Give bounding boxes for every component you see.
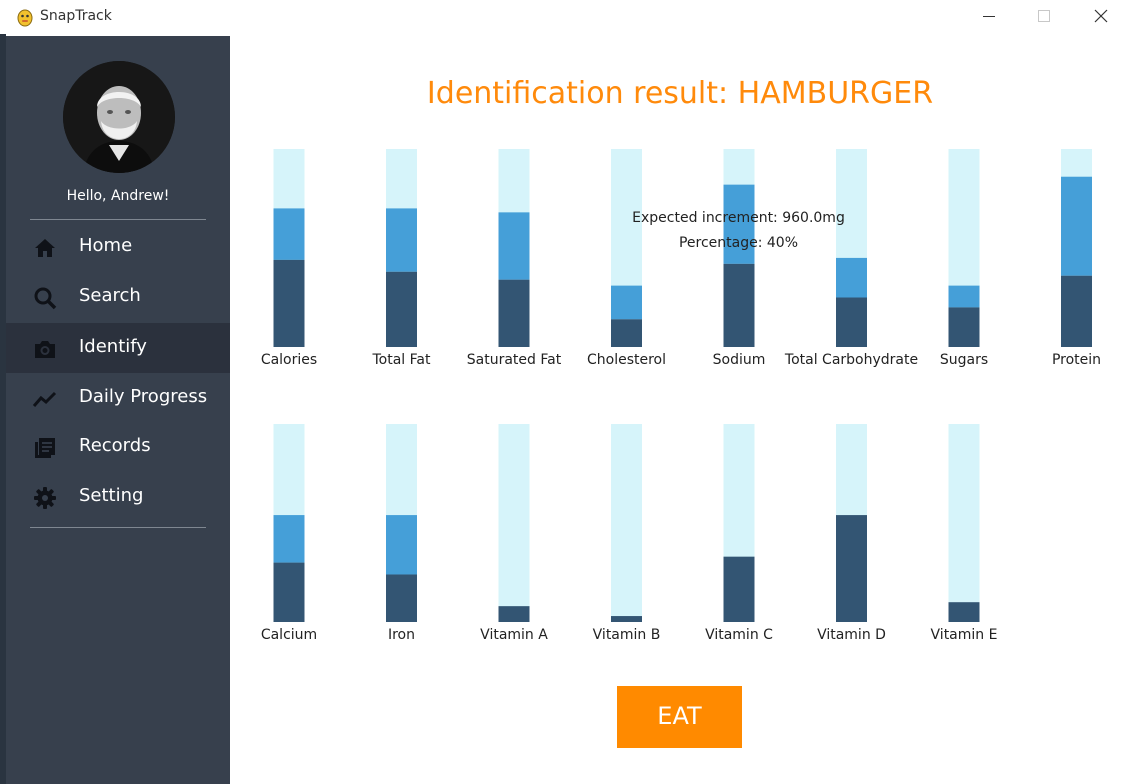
bar-increment-protein	[1061, 176, 1092, 276]
bar-label-sugars: Sugars	[940, 352, 988, 368]
nav-item-records[interactable]: Records	[6, 422, 230, 472]
bar-remaining-vitamin-b	[611, 424, 642, 622]
bar-consumed-total-carbohydrate	[836, 297, 867, 347]
bar-consumed-cholesterol	[611, 319, 642, 347]
records-icon	[35, 438, 55, 458]
nav-label-daily-progress: Daily Progress	[79, 386, 208, 407]
bar-increment-iron	[386, 515, 417, 575]
nav-label-search: Search	[79, 285, 141, 306]
sidebar: Hello, Andrew! Home Search Identify Dail…	[6, 36, 230, 784]
bar-label-total-fat: Total Fat	[372, 352, 431, 368]
bar-increment-calories	[273, 208, 305, 260]
bar-consumed-protein	[1061, 275, 1092, 347]
bar-increment-calcium	[273, 515, 305, 563]
bar-label-protein: Protein	[1052, 352, 1101, 368]
nav-item-setting[interactable]: Setting	[6, 472, 230, 522]
nav-item-home[interactable]: Home	[6, 222, 230, 272]
app-logo-icon	[17, 9, 33, 27]
bar-consumed-sugars	[948, 307, 980, 347]
bar-label-vitamin-a: Vitamin A	[480, 627, 548, 643]
bar-label-cholesterol: Cholesterol	[587, 352, 666, 368]
nav-item-search[interactable]: Search	[6, 272, 230, 322]
bar-label-total-carbohydrate: Total Carbohydrate	[784, 352, 918, 368]
bar-consumed-iron	[386, 574, 417, 622]
bar-remaining-vitamin-e	[948, 424, 980, 622]
bar-remaining-vitamin-a	[498, 424, 530, 622]
avatar-portrait	[63, 61, 175, 173]
title-bar: SnapTrack	[0, 0, 1130, 34]
divider	[30, 219, 206, 220]
bar-consumed-vitamin-b	[611, 616, 642, 622]
avatar[interactable]	[63, 61, 175, 173]
bar-consumed-sodium	[723, 263, 755, 347]
bar-label-calories: Calories	[261, 352, 317, 368]
home-icon	[35, 239, 55, 257]
bar-increment-sugars	[948, 285, 980, 308]
tooltip-increment: Expected increment: 960.0mg	[632, 210, 845, 226]
bar-consumed-calories	[273, 259, 305, 347]
greeting-text: Hello, Andrew!	[66, 188, 170, 204]
search-icon	[34, 287, 57, 310]
nav-label-home: Home	[79, 235, 133, 256]
bar-label-calcium: Calcium	[261, 627, 317, 643]
minimize-icon	[983, 16, 995, 17]
bar-increment-total-fat	[386, 208, 417, 272]
bar-increment-saturated-fat	[498, 212, 530, 280]
bar-label-sodium: Sodium	[713, 352, 766, 368]
nav-label-records: Records	[79, 435, 151, 456]
bar-increment-sodium	[723, 184, 755, 264]
minimize-button[interactable]	[966, 0, 1012, 34]
bar-increment-cholesterol	[611, 285, 642, 320]
bar-consumed-vitamin-c	[723, 556, 755, 622]
camera-icon	[35, 341, 55, 358]
bar-consumed-saturated-fat	[498, 279, 530, 347]
bar-consumed-calcium	[273, 562, 305, 622]
close-button[interactable]	[1077, 0, 1123, 34]
nav-label-setting: Setting	[79, 485, 144, 506]
bar-label-vitamin-d: Vitamin D	[817, 627, 886, 643]
nutrition-chart: Calories Total Fat Saturated Fat Cholestero…	[261, 149, 1101, 643]
maximize-icon	[1038, 10, 1050, 22]
eat-button[interactable]: EAT	[617, 686, 742, 748]
bar-consumed-vitamin-d	[836, 515, 867, 622]
bar-label-vitamin-b: Vitamin B	[593, 627, 661, 643]
bar-label-iron: Iron	[388, 627, 415, 643]
bar-consumed-vitamin-e	[948, 602, 980, 622]
window-title: SnapTrack	[40, 8, 112, 24]
nav-item-daily-progress[interactable]: Daily Progress	[6, 373, 230, 423]
maximize-button[interactable]	[1021, 0, 1067, 34]
gear-icon	[34, 487, 56, 509]
background-window-edge	[0, 34, 6, 784]
nav-item-identify[interactable]: Identify	[6, 323, 230, 373]
page-title: Identification result: HAMBURGER	[426, 76, 934, 111]
bar-increment-total-carbohydrate	[836, 257, 867, 298]
sodium-tooltip: Expected increment: 960.0mg Percentage: …	[586, 206, 891, 256]
tooltip-percentage: Percentage: 40%	[678, 235, 799, 251]
bar-label-vitamin-e: Vitamin E	[931, 627, 998, 643]
divider	[30, 527, 206, 528]
bar-label-saturated-fat: Saturated Fat	[467, 352, 562, 368]
bar-consumed-vitamin-a	[498, 606, 530, 622]
bar-consumed-total-fat	[386, 271, 417, 347]
close-icon	[1094, 9, 1108, 23]
trend-icon	[32, 391, 57, 407]
bar-label-vitamin-c: Vitamin C	[705, 627, 773, 643]
nav-label-identify: Identify	[79, 336, 147, 357]
